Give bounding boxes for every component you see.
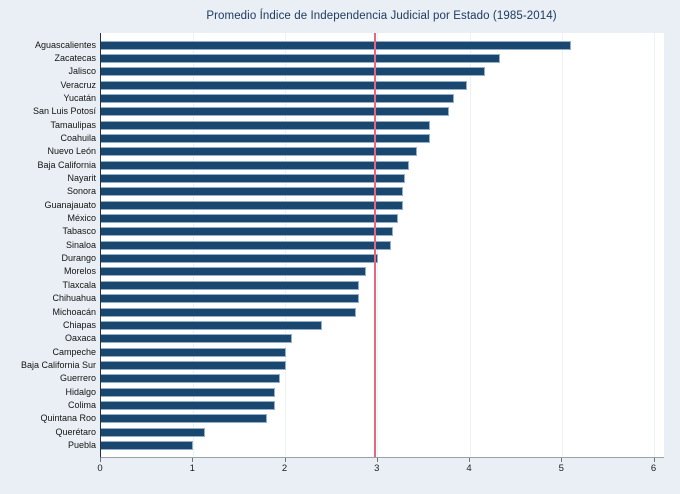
x-axis-tick bbox=[192, 458, 194, 462]
bar bbox=[101, 160, 410, 170]
y-axis-label: Oaxaca bbox=[64, 333, 96, 344]
y-axis-label: Nuevo León bbox=[47, 146, 96, 157]
y-axis-label: Veracruz bbox=[60, 79, 96, 90]
bar bbox=[101, 254, 378, 264]
bar bbox=[101, 387, 276, 397]
reference-line bbox=[373, 33, 376, 457]
bar bbox=[101, 374, 280, 384]
bar bbox=[101, 360, 286, 370]
bar bbox=[101, 240, 391, 250]
y-axis-label: Yucatán bbox=[63, 92, 96, 103]
x-tick-label: 2 bbox=[281, 463, 288, 474]
bar bbox=[101, 280, 360, 290]
y-axis-label: Chihuahua bbox=[52, 293, 96, 304]
bar bbox=[101, 133, 431, 143]
x-axis-tick bbox=[284, 458, 286, 462]
y-axis-label: Guerrero bbox=[59, 373, 96, 384]
gridline bbox=[561, 33, 563, 457]
y-axis-label: Quintana Roo bbox=[40, 413, 96, 424]
x-tick-label: 1 bbox=[189, 463, 195, 474]
y-axis-label: Querétaro bbox=[55, 426, 96, 437]
bar bbox=[101, 227, 393, 237]
y-axis-label: Campeche bbox=[52, 346, 96, 357]
y-axis-label: Morelos bbox=[63, 266, 96, 277]
bar bbox=[101, 347, 286, 357]
bar bbox=[101, 200, 403, 210]
bar bbox=[101, 174, 406, 183]
y-axis-label: Jalisco bbox=[68, 66, 96, 77]
y-axis-label: Tabasco bbox=[62, 226, 96, 237]
bar bbox=[101, 414, 268, 424]
bar bbox=[101, 40, 572, 50]
bar bbox=[101, 334, 292, 344]
y-axis-label: Michoacán bbox=[52, 306, 96, 317]
bar bbox=[101, 107, 449, 117]
gridline bbox=[469, 33, 471, 457]
bar bbox=[101, 53, 501, 63]
x-tick-label: 0 bbox=[97, 463, 103, 474]
y-axis-label: San Luis Potosí bbox=[32, 106, 96, 117]
bar bbox=[101, 307, 356, 317]
x-tick-label: 5 bbox=[558, 463, 564, 474]
bar bbox=[101, 400, 276, 410]
y-axis-label: Puebla bbox=[67, 440, 96, 450]
y-axis-label: Chiapas bbox=[62, 319, 96, 330]
x-axis-tick bbox=[653, 458, 655, 462]
bar bbox=[101, 267, 366, 277]
x-axis-tick bbox=[376, 458, 378, 462]
y-axis-label: Zacatecas bbox=[54, 52, 96, 63]
chart-title: Promedio Índice de Independencia Judicia… bbox=[206, 10, 557, 22]
x-tick-label: 6 bbox=[650, 463, 657, 474]
plot-area bbox=[100, 33, 664, 458]
bar bbox=[101, 427, 206, 437]
y-axis-label: Baja California Sur bbox=[20, 359, 96, 370]
y-axis-label: Durango bbox=[61, 253, 96, 264]
y-axis-label: México bbox=[67, 213, 96, 224]
bar bbox=[101, 187, 403, 197]
bar bbox=[101, 80, 468, 90]
x-axis-tick bbox=[100, 458, 101, 462]
y-axis-label: Nayarit bbox=[67, 173, 96, 183]
y-axis-label: Baja California bbox=[37, 159, 96, 170]
y-axis-label: Colima bbox=[67, 399, 96, 410]
y-axis-label: Aguascalientes bbox=[34, 39, 96, 50]
bar bbox=[101, 147, 418, 157]
x-axis-tick bbox=[469, 458, 470, 462]
x-tick-label: 4 bbox=[466, 463, 472, 474]
bar bbox=[101, 214, 399, 224]
y-axis-label: Guanajauato bbox=[44, 199, 96, 210]
bar bbox=[101, 120, 431, 130]
x-axis-tick bbox=[561, 458, 563, 462]
y-axis-label: Hidalgo bbox=[65, 386, 96, 397]
y-axis-label: Tlaxcala bbox=[62, 279, 96, 290]
x-tick-label: 3 bbox=[374, 463, 380, 474]
y-axis-label: Tamaulipas bbox=[50, 119, 96, 130]
bar bbox=[101, 441, 194, 450]
y-axis-label: Sinaloa bbox=[65, 239, 96, 250]
bar bbox=[101, 294, 360, 304]
y-axis-labels: Aguascalientes Zacatecas Jalisco Veracruz Yu… bbox=[0, 33, 96, 457]
y-axis-label: Sonora bbox=[66, 186, 96, 197]
bar bbox=[101, 67, 485, 77]
gridline bbox=[654, 33, 655, 457]
y-axis-label: Coahuila bbox=[60, 132, 96, 143]
bar bbox=[101, 320, 323, 330]
bar bbox=[101, 93, 455, 103]
